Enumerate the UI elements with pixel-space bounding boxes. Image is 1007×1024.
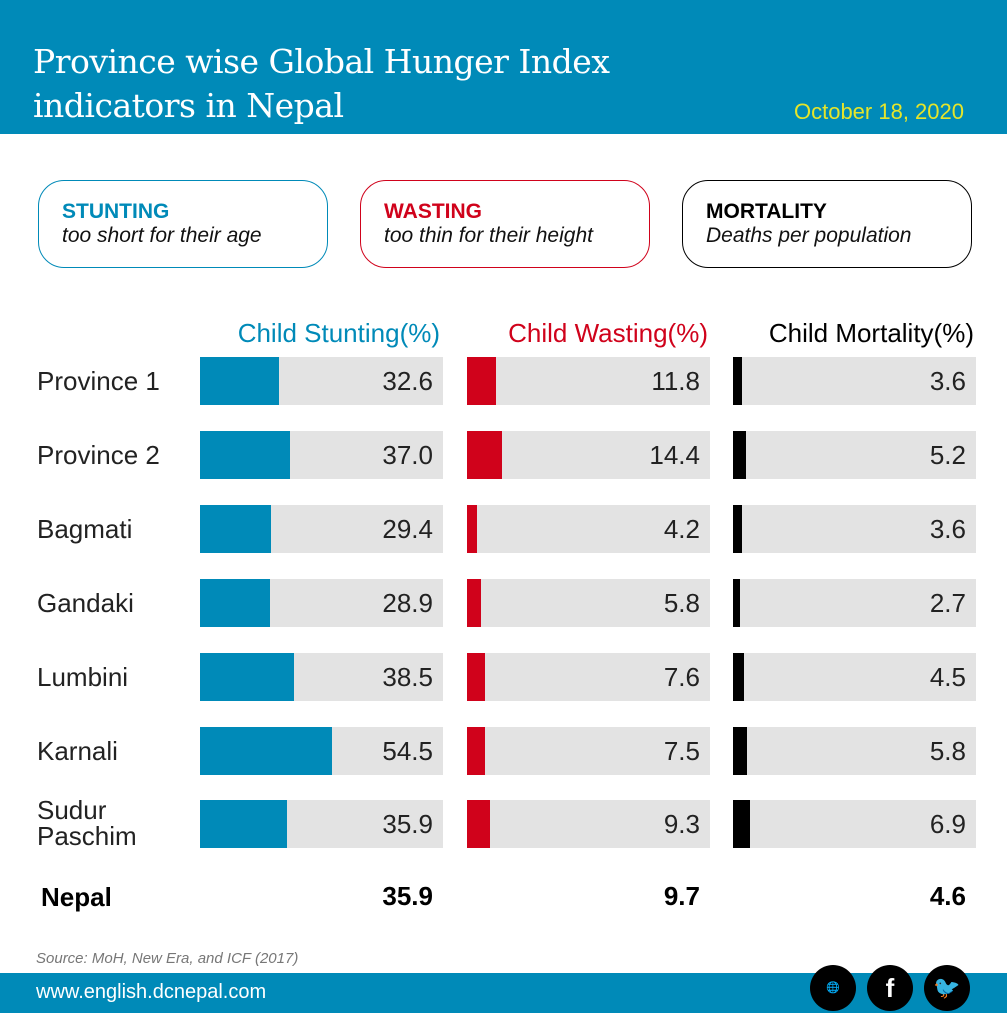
total-value: 9.7 bbox=[663, 881, 700, 911]
bar-track: 11.8 bbox=[467, 357, 710, 405]
bar-track: 28.9 bbox=[200, 579, 443, 627]
total-value: 4.6 bbox=[929, 881, 966, 911]
row-label: Karnali bbox=[37, 736, 118, 766]
bar bbox=[733, 505, 742, 553]
bar-track: 6.9 bbox=[733, 800, 976, 848]
data-label: 4.2 bbox=[663, 514, 700, 544]
data-label: 54.5 bbox=[382, 736, 433, 766]
data-label: 7.6 bbox=[663, 662, 700, 692]
globe-www-icon[interactable]: 🌐 bbox=[810, 965, 856, 1011]
bar bbox=[733, 357, 742, 405]
data-label: 35.9 bbox=[382, 809, 433, 839]
bar bbox=[200, 579, 271, 627]
website-link[interactable]: www.english.dcnepal.com bbox=[36, 981, 267, 1003]
bar-track: 9.3 bbox=[467, 800, 710, 848]
bar-track: 3.6 bbox=[733, 505, 976, 553]
data-label: 14.4 bbox=[649, 440, 700, 470]
data-label: 7.5 bbox=[663, 736, 700, 766]
legend-sub: Deaths per population bbox=[706, 224, 912, 247]
data-label: 32.6 bbox=[382, 366, 433, 396]
data-label: 2.7 bbox=[929, 588, 966, 618]
facebook-icon[interactable]: f bbox=[867, 965, 913, 1011]
bar bbox=[733, 653, 744, 701]
bar-track: 4.2 bbox=[467, 505, 710, 553]
data-label: 5.8 bbox=[929, 736, 966, 766]
bar-track: 5.8 bbox=[467, 579, 710, 627]
source: Source: MoH, New Era, and ICF (2017) bbox=[36, 950, 299, 967]
legend-heading: STUNTING bbox=[62, 200, 170, 223]
bar bbox=[467, 800, 490, 848]
bar bbox=[733, 579, 740, 627]
data-label: 37.0 bbox=[382, 440, 433, 470]
bar bbox=[467, 653, 486, 701]
bar bbox=[200, 800, 288, 848]
legend-sub: too short for their age bbox=[62, 224, 262, 247]
bar-track: 29.4 bbox=[200, 505, 443, 553]
bar-track: 4.5 bbox=[733, 653, 976, 701]
data-label: 29.4 bbox=[382, 514, 433, 544]
page-title: Province wise Global Hunger Index indica… bbox=[33, 42, 610, 125]
bar bbox=[733, 727, 748, 775]
bar-track: 38.5 bbox=[200, 653, 443, 701]
data-label: 6.9 bbox=[929, 809, 966, 839]
row-label: Province 2 bbox=[37, 440, 160, 470]
legend-box-wasting: WASTING too thin for their height bbox=[360, 180, 650, 268]
bar-track: 5.8 bbox=[733, 727, 976, 775]
legend-sub: too thin for their height bbox=[384, 224, 593, 247]
data-label: 38.5 bbox=[382, 662, 433, 692]
column-header: Child Stunting(%) bbox=[237, 318, 440, 348]
bar-track: 32.6 bbox=[200, 357, 443, 405]
bar bbox=[467, 431, 502, 479]
bar-track: 2.7 bbox=[733, 579, 976, 627]
data-label: 11.8 bbox=[651, 366, 700, 396]
bar bbox=[200, 357, 280, 405]
data-label: 5.8 bbox=[663, 588, 700, 618]
row-label: Lumbini bbox=[37, 662, 129, 692]
bar bbox=[467, 505, 478, 553]
date: October 18, 2020 bbox=[793, 99, 964, 124]
bar-track: 35.9 bbox=[200, 800, 443, 848]
column-header: Child Mortality(%) bbox=[768, 318, 974, 348]
total-label: Nepal bbox=[41, 882, 112, 912]
header: Province wise Global Hunger Index indica… bbox=[0, 0, 1007, 134]
bar bbox=[467, 727, 486, 775]
data-label: 5.2 bbox=[929, 440, 966, 470]
bar bbox=[200, 431, 290, 479]
bar-track: 7.6 bbox=[467, 653, 710, 701]
bar bbox=[733, 431, 746, 479]
bar bbox=[467, 579, 482, 627]
bar bbox=[200, 727, 333, 775]
bar-track: 54.5 bbox=[200, 727, 443, 775]
total-value: 35.9 bbox=[382, 881, 433, 911]
bar bbox=[467, 357, 496, 405]
row-label: Sudur Paschim bbox=[37, 795, 137, 851]
data-label: 28.9 bbox=[382, 588, 433, 618]
legend-heading: WASTING bbox=[384, 200, 482, 223]
row-label: Bagmati bbox=[37, 514, 133, 544]
bar-track: 7.5 bbox=[467, 727, 710, 775]
column-header: Child Wasting(%) bbox=[508, 318, 708, 348]
data-label: 9.3 bbox=[663, 809, 700, 839]
bar bbox=[733, 800, 750, 848]
twitter-icon[interactable]: 🐦 bbox=[924, 965, 970, 1011]
bar bbox=[200, 505, 272, 553]
bar bbox=[200, 653, 294, 701]
footer: www.english.dcnepal.com 🌐 f 🐦 bbox=[0, 965, 1007, 1013]
data-label: 3.6 bbox=[929, 366, 966, 396]
bar-track: 5.2 bbox=[733, 431, 976, 479]
data-label: 4.5 bbox=[929, 662, 966, 692]
row-label: Province 1 bbox=[37, 366, 160, 396]
bar-track: 14.4 bbox=[467, 431, 710, 479]
bar-track: 37.0 bbox=[200, 431, 443, 479]
data-label: 3.6 bbox=[929, 514, 966, 544]
bar-track: 3.6 bbox=[733, 357, 976, 405]
legend-heading: MORTALITY bbox=[706, 200, 827, 223]
legend-box-mortality: MORTALITY Deaths per population bbox=[682, 180, 972, 268]
legend-box-stunting: STUNTING too short for their age bbox=[38, 180, 328, 268]
row-label: Gandaki bbox=[37, 588, 134, 618]
